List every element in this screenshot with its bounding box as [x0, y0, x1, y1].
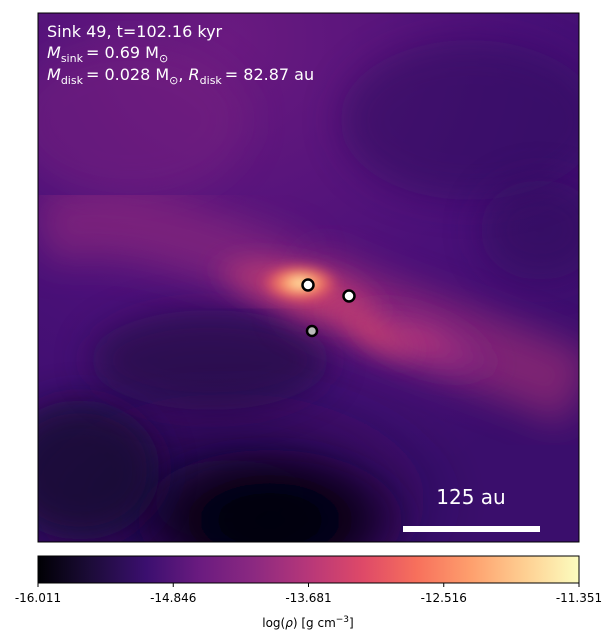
- sink-marker-primary: [303, 280, 314, 291]
- sink-mass-sun: ⊙: [159, 52, 168, 65]
- disk-sep: ,: [178, 65, 188, 84]
- density-map: 125 au: [0, 13, 600, 630]
- sink-marker-companion: [344, 291, 355, 302]
- mid-void: [90, 310, 330, 410]
- right-dark-region: [480, 180, 600, 280]
- lower-left-void: [0, 400, 160, 540]
- core-glow: [260, 263, 340, 303]
- disk-mass-sun: ⊙: [169, 74, 178, 87]
- upper-right-dark-region: [340, 40, 600, 200]
- disk-mass-sub: disk: [61, 74, 84, 87]
- sink-marker-lower: [307, 326, 317, 336]
- disk-radius-sub: disk: [200, 74, 223, 87]
- sink-mass-var: M: [47, 43, 61, 62]
- colorbar-tick-label: -11.351: [556, 591, 602, 605]
- sink-mass-value: = 0.69 M: [86, 43, 159, 62]
- colorbar-tick-label: -14.846: [150, 591, 196, 605]
- sink-time-label: Sink 49, t=102.16 kyr: [47, 22, 223, 41]
- scalebar: [403, 526, 540, 532]
- upper-left-glow: [10, 40, 250, 200]
- sink-mass-sub: sink: [61, 52, 84, 65]
- colorbar-tick-label: -13.681: [285, 591, 331, 605]
- disk-radius-var: R: [189, 65, 200, 84]
- colorbar-tick-label: -12.516: [421, 591, 467, 605]
- colorbar-ticks: -16.011 -14.846 -13.681 -12.516 -11.351: [15, 583, 602, 605]
- disk-mass-value: = 0.028 M: [86, 65, 169, 84]
- scalebar-label: 125 au: [436, 485, 505, 509]
- colorbar-label: log(ρ) [g cm−3]: [262, 615, 353, 630]
- disk-radius-value: = 82.87 au: [225, 65, 314, 84]
- disk-mass-var: M: [47, 65, 61, 84]
- disk-label: Mdisk = 0.028 M⊙, Rdisk = 82.87 au: [47, 65, 314, 87]
- colorbar: [38, 556, 579, 583]
- colorbar-tick-label: -16.011: [15, 591, 61, 605]
